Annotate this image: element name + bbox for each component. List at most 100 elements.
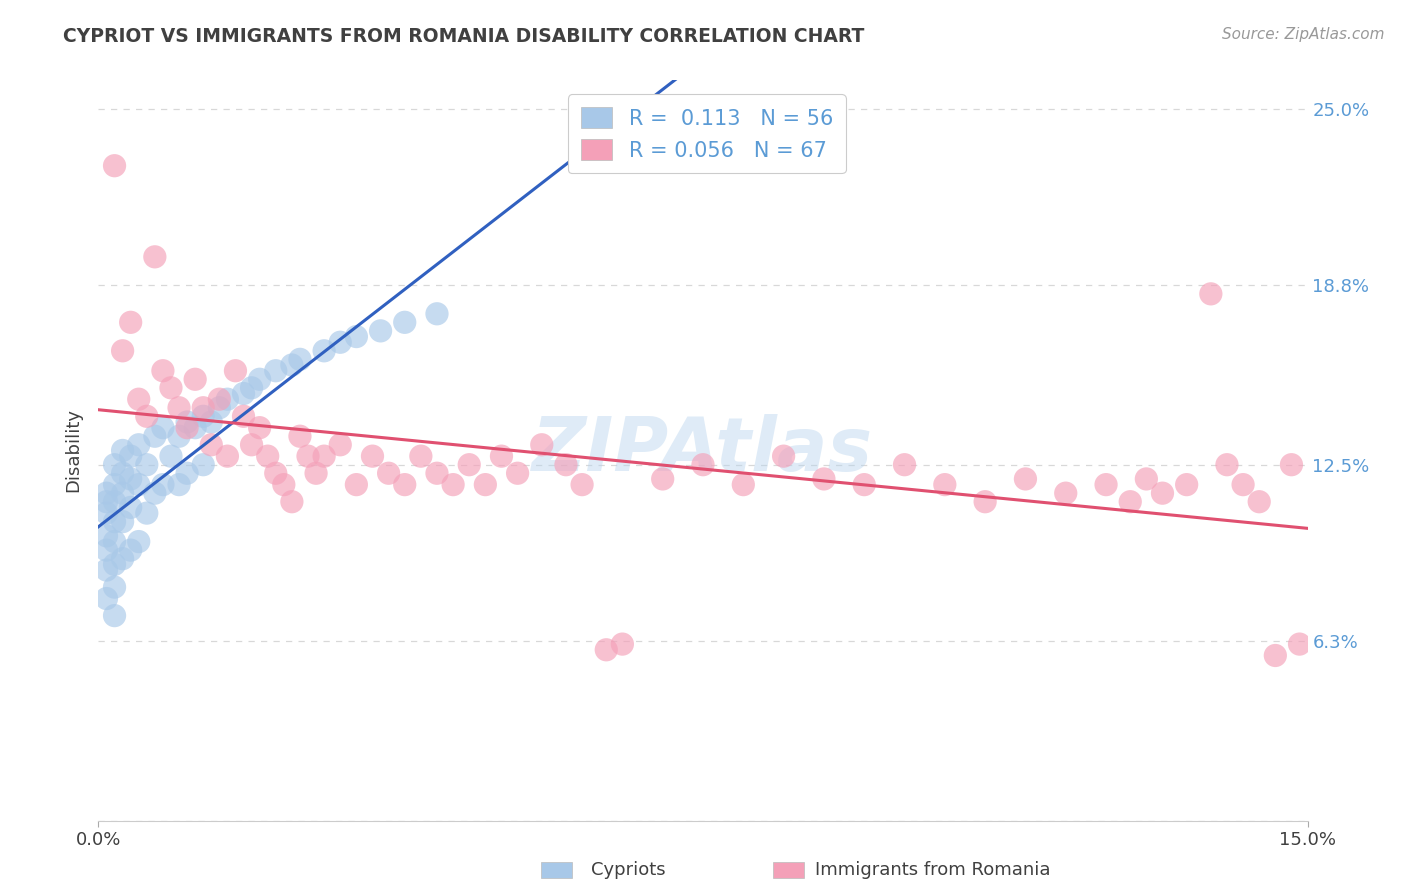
Point [200, 438, 222, 452]
Point [344, 329, 367, 343]
Point [361, 449, 384, 463]
Text: Cypriots: Cypriots [591, 861, 665, 879]
Point [692, 458, 714, 472]
Point [176, 467, 198, 481]
Point [458, 458, 481, 472]
Point [193, 401, 215, 415]
Point [1152, 486, 1174, 500]
Point [377, 467, 399, 481]
Point [441, 477, 464, 491]
Point [208, 392, 231, 407]
Point [1095, 477, 1118, 491]
Point [232, 409, 254, 424]
Point [111, 467, 134, 481]
Point [1175, 477, 1198, 491]
Point [143, 250, 166, 264]
Point [111, 343, 134, 358]
Text: Source: ZipAtlas.com: Source: ZipAtlas.com [1222, 27, 1385, 42]
Point [249, 372, 271, 386]
Point [200, 415, 222, 429]
Point [96, 563, 118, 577]
Point [120, 315, 142, 329]
Point [152, 364, 174, 378]
Y-axis label: Disability: Disability [65, 409, 83, 492]
Point [394, 477, 416, 491]
Point [135, 458, 157, 472]
Point [297, 449, 319, 463]
Point [305, 467, 328, 481]
Point [224, 364, 246, 378]
Point [426, 307, 449, 321]
Point [256, 449, 278, 463]
Point [96, 591, 118, 606]
Point [103, 534, 125, 549]
Point [240, 438, 263, 452]
Point [96, 494, 118, 508]
Point [184, 420, 207, 434]
Point [264, 467, 287, 481]
Point [1135, 472, 1157, 486]
Point [264, 364, 287, 378]
Point [152, 420, 174, 434]
Point [1014, 472, 1036, 486]
Point [394, 315, 416, 329]
Point [143, 429, 166, 443]
Point [934, 477, 956, 491]
Legend: R =  0.113   N = 56, R = 0.056   N = 67: R = 0.113 N = 56, R = 0.056 N = 67 [568, 95, 845, 173]
Point [128, 392, 150, 407]
Point [176, 420, 198, 434]
Point [193, 458, 215, 472]
Point [103, 558, 125, 572]
Point [288, 429, 311, 443]
Point [474, 477, 496, 491]
Point [1232, 477, 1254, 491]
Point [103, 458, 125, 472]
Point [176, 415, 198, 429]
Point [208, 401, 231, 415]
Point [249, 420, 271, 434]
Point [120, 500, 142, 515]
Point [571, 477, 593, 491]
Point [96, 506, 118, 520]
Point [555, 458, 578, 472]
Point [135, 409, 157, 424]
Point [167, 401, 190, 415]
Point [135, 506, 157, 520]
Point [152, 477, 174, 491]
Point [103, 494, 125, 508]
Point [128, 477, 150, 491]
Point [128, 534, 150, 549]
Point [1264, 648, 1286, 663]
Point [103, 477, 125, 491]
Point [167, 477, 190, 491]
Point [733, 477, 755, 491]
Point [813, 472, 835, 486]
Point [651, 472, 673, 486]
Point [103, 515, 125, 529]
Point [344, 477, 367, 491]
Point [111, 515, 134, 529]
Point [111, 551, 134, 566]
Point [217, 392, 239, 407]
Point [160, 381, 183, 395]
Point [96, 486, 118, 500]
Point [1249, 494, 1271, 508]
Text: Immigrants from Romania: Immigrants from Romania [815, 861, 1050, 879]
Point [193, 409, 215, 424]
Point [530, 438, 553, 452]
Point [96, 529, 118, 543]
Point [281, 494, 304, 508]
Point [314, 343, 336, 358]
Point [1054, 486, 1077, 500]
Point [853, 477, 876, 491]
Point [288, 352, 311, 367]
Point [217, 449, 239, 463]
Point [96, 543, 118, 558]
Point [111, 443, 134, 458]
Point [281, 358, 304, 372]
Point [595, 642, 617, 657]
Point [1281, 458, 1303, 472]
Point [128, 438, 150, 452]
Point [103, 608, 125, 623]
Point [506, 467, 529, 481]
